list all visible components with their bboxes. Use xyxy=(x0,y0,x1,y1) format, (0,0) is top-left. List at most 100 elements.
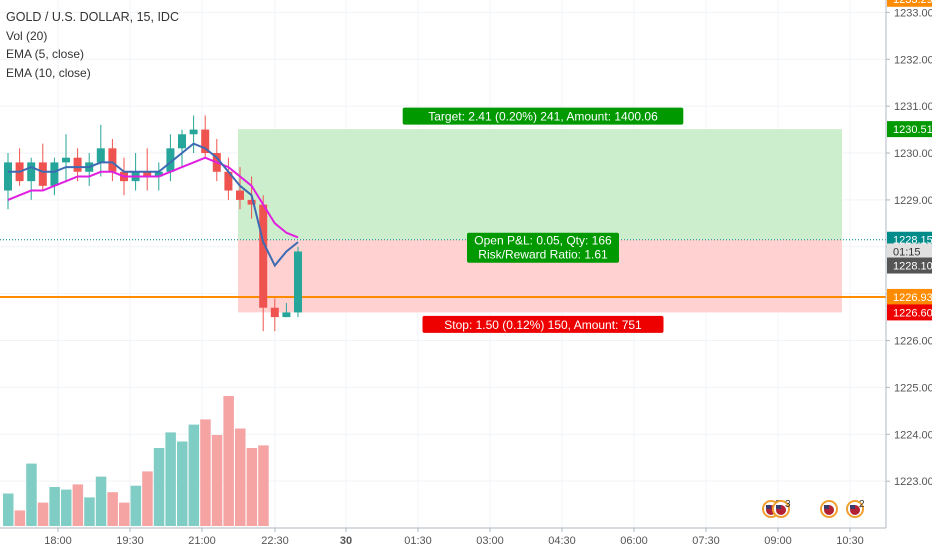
symbol-title[interactable]: GOLD / U.S. DOLLAR, 15, IDC xyxy=(6,10,179,24)
ema10-line xyxy=(7,156,299,239)
candle-body xyxy=(247,199,256,205)
volume-bar xyxy=(211,435,223,526)
volume-bar xyxy=(61,489,72,526)
y-tick-label: 1223.00 xyxy=(894,476,932,488)
stop-label-box xyxy=(422,315,664,333)
y-tick-label: 1225.00 xyxy=(894,382,932,394)
x-tick-label: 06:00 xyxy=(620,535,648,547)
event-flag-canton xyxy=(776,505,781,509)
volume-bar xyxy=(235,428,246,526)
y-tick-label: 1224.00 xyxy=(894,429,932,441)
ema5-line xyxy=(8,142,299,268)
volume-bar xyxy=(165,432,176,526)
legend: GOLD / U.S. DOLLAR, 15, IDC Vol (20) EMA… xyxy=(6,8,179,82)
event-badge-count: 3 xyxy=(785,499,791,510)
target-zone xyxy=(238,129,842,240)
y-tick-label: 1231.00 xyxy=(894,101,932,113)
candle-body xyxy=(201,129,210,154)
rr-label: Risk/Reward Ratio: 1.61 xyxy=(478,248,608,262)
price-tag xyxy=(887,304,932,321)
x-tick-label: 10:30 xyxy=(836,535,864,547)
x-tick-label: 03:00 xyxy=(476,535,504,547)
candle-body xyxy=(154,171,163,177)
price-tag xyxy=(887,0,932,7)
price-tag-label: 1226.93 xyxy=(893,292,932,304)
price-tag-label: 1228.10 xyxy=(893,261,932,273)
event-flag-canton xyxy=(850,505,855,509)
volume-bar xyxy=(107,492,118,526)
target-label: Target: 2.41 (0.20%) 241, Amount: 1400.0… xyxy=(428,110,658,124)
target-label-box xyxy=(402,107,684,125)
volume-bar xyxy=(14,510,26,526)
volume-bar xyxy=(142,471,153,526)
volume-bar xyxy=(177,441,188,526)
y-axis-bg xyxy=(886,0,932,550)
candle-body xyxy=(96,148,105,163)
candle-body xyxy=(282,312,291,318)
event-badge-count: 2 xyxy=(859,499,865,510)
volume-bar xyxy=(153,448,165,526)
x-tick-label: 21:00 xyxy=(188,535,216,547)
volume-bar xyxy=(95,476,107,526)
price-tag-label: 01:15 xyxy=(893,246,921,258)
candle-body xyxy=(178,134,186,149)
price-tag-label: 1230.51 xyxy=(893,124,932,136)
volume-bar xyxy=(130,485,142,526)
candle-body xyxy=(143,171,152,177)
candle-body xyxy=(294,251,302,313)
volume-bar xyxy=(26,463,37,526)
candle-body xyxy=(270,307,279,318)
x-tick-label: 09:00 xyxy=(764,535,792,547)
candle-body xyxy=(73,157,82,172)
x-tick-label: 04:30 xyxy=(548,535,576,547)
x-tick-label: 01:30 xyxy=(404,535,432,547)
candle-body xyxy=(62,157,70,163)
y-tick-label: 1232.00 xyxy=(894,54,932,66)
x-tick-label: 07:30 xyxy=(692,535,720,547)
event-flag-canton xyxy=(766,505,771,509)
y-tick-label: 1226.00 xyxy=(894,336,932,348)
x-tick-label: 22:30 xyxy=(261,535,289,547)
x-tick-label: 30 xyxy=(340,535,352,547)
price-tag-label: 1226.60 xyxy=(893,307,932,319)
volume-bar xyxy=(258,445,269,526)
indicator-ema10[interactable]: EMA (10, close) xyxy=(6,65,91,80)
candle-body xyxy=(236,190,244,200)
candle-body xyxy=(50,162,59,186)
pnl-label: Open P&L: 0.05, Qty: 166 xyxy=(474,234,612,248)
candle-body xyxy=(4,162,12,191)
price-tag xyxy=(887,121,932,138)
candle-body xyxy=(166,148,175,172)
price-tag-label: 1233.29 xyxy=(893,0,932,6)
volume-bar xyxy=(119,502,130,526)
candle-body xyxy=(189,129,198,135)
volume-bar xyxy=(49,487,60,526)
volume-bar xyxy=(223,396,234,526)
pnl-box xyxy=(467,232,619,263)
indicator-ema5[interactable]: EMA (5, close) xyxy=(6,47,85,61)
volume-bar xyxy=(188,424,200,526)
y-tick-label: 1230.00 xyxy=(894,148,932,160)
candle-body xyxy=(224,171,233,191)
price-tag xyxy=(887,257,932,274)
volume-bar xyxy=(37,502,49,526)
candle-body xyxy=(27,162,36,182)
event-flag-canton xyxy=(824,505,829,509)
volume-bar xyxy=(3,493,14,526)
indicator-volume[interactable]: Vol (20) xyxy=(6,28,48,43)
stop-label: Stop: 1.50 (0.12%) 150, Amount: 751 xyxy=(444,318,642,332)
candle-body xyxy=(108,148,117,172)
volume-bar xyxy=(84,497,95,526)
volume-bar xyxy=(72,484,84,526)
candle-body xyxy=(259,204,268,308)
x-tick-label: 19:30 xyxy=(116,535,144,547)
candle-body xyxy=(38,162,47,186)
volume-bar xyxy=(246,448,258,526)
volume-bar xyxy=(200,419,211,526)
price-tag xyxy=(887,288,932,305)
x-tick-label: 18:00 xyxy=(44,535,72,547)
price-tag xyxy=(887,243,932,260)
y-tick-label: 1229.00 xyxy=(894,195,932,207)
